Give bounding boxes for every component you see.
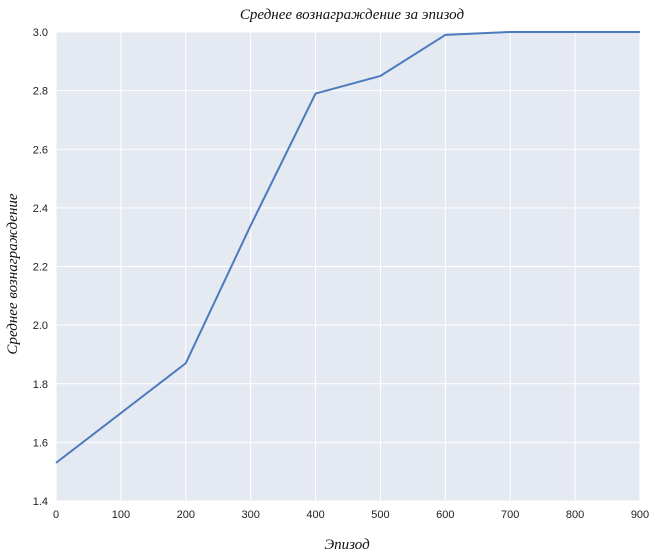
y-tick-label: 2.0: [33, 320, 48, 332]
series-layer: [55, 31, 640, 464]
y-tick-label: 2.6: [33, 144, 48, 156]
y-axis-ticks: 1.4 1.6 1.8 2.0 2.2 2.4 2.6 2.8 3.0: [33, 27, 48, 508]
x-tick-label: 800: [566, 509, 584, 521]
y-tick-label: 1.4: [33, 496, 48, 508]
y-tick-label: 1.8: [33, 379, 48, 391]
x-tick-label: 600: [436, 509, 454, 521]
y-tick-label: 2.2: [33, 262, 48, 274]
y-tick-label: 1.6: [33, 437, 48, 449]
x-tick-label: 100: [112, 509, 130, 521]
x-tick-label: 700: [501, 509, 519, 521]
x-tick-label: 200: [177, 509, 195, 521]
y-tick-label: 2.8: [33, 86, 48, 98]
y-tick-label: 3.0: [33, 27, 48, 39]
x-tick-label: 500: [371, 509, 389, 521]
x-axis-label: Эпизод: [324, 537, 370, 553]
x-tick-label: 300: [241, 509, 259, 521]
x-tick-label: 0: [53, 509, 59, 521]
x-axis-ticks: 0 100 200 300 400 500 600 700 800 900: [53, 509, 649, 521]
y-tick-label: 2.4: [33, 203, 48, 215]
x-tick-label: 400: [306, 509, 324, 521]
chart-title: Среднее вознаграждение за эпизод: [240, 7, 465, 23]
y-axis-label: Среднее вознаграждение: [5, 193, 21, 354]
x-tick-label: 900: [631, 509, 649, 521]
series-line: [55, 31, 640, 464]
